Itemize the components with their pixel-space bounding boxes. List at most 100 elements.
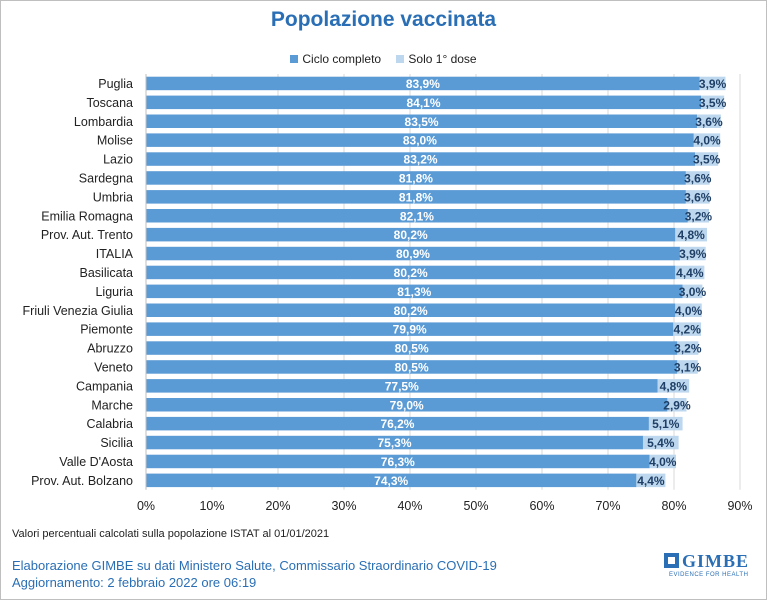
data-label-solo-prima-dose: 3,6% <box>695 115 723 129</box>
bar-ciclo-completo <box>146 265 676 280</box>
data-label-ciclo-completo: 81,8% <box>399 190 433 204</box>
x-tick-label: 40% <box>397 499 422 513</box>
data-label-ciclo-completo: 80,2% <box>394 266 428 280</box>
data-label-ciclo-completo: 80,9% <box>396 247 430 261</box>
bar-solo-prima-dose <box>677 360 698 374</box>
bar-solo-prima-dose <box>701 95 725 110</box>
data-label-ciclo-completo: 76,2% <box>380 417 414 431</box>
data-label-ciclo-completo: 80,5% <box>395 360 429 374</box>
data-label-ciclo-completo: 77,5% <box>385 379 419 393</box>
x-tick-label: 10% <box>199 499 224 513</box>
bar-solo-prima-dose <box>685 171 710 185</box>
data-label-solo-prima-dose: 4,2% <box>674 323 702 337</box>
category-label: Campania <box>76 379 133 393</box>
data-label-solo-prima-dose: 4,8% <box>677 228 705 242</box>
legend-swatch-ciclo-completo <box>290 55 299 63</box>
legend-label-ciclo-completo: Ciclo completo <box>302 52 382 66</box>
category-label: Emilia Romagna <box>41 209 133 223</box>
x-tick-label: 90% <box>727 499 752 513</box>
legend-swatch-solo-prima-dose <box>396 55 405 63</box>
bar-solo-prima-dose <box>675 303 702 317</box>
data-label-solo-prima-dose: 3,5% <box>699 96 727 110</box>
data-label-solo-prima-dose: 4,4% <box>676 266 704 280</box>
category-label: Sardegna <box>79 171 133 185</box>
data-label-ciclo-completo: 83,9% <box>406 77 440 91</box>
category-label: Calabria <box>86 417 133 431</box>
data-label-ciclo-completo: 84,1% <box>407 96 441 110</box>
data-label-solo-prima-dose: 2,9% <box>663 398 691 412</box>
data-label-solo-prima-dose: 3,0% <box>679 285 707 299</box>
x-tick-label: 70% <box>595 499 620 513</box>
data-label-solo-prima-dose: 3,5% <box>693 153 721 167</box>
category-label: Sicilia <box>100 436 133 450</box>
bar-ciclo-completo <box>146 473 637 488</box>
bar-solo-prima-dose <box>636 473 666 488</box>
bar-ciclo-completo <box>146 114 698 128</box>
bar-solo-prima-dose <box>685 190 710 204</box>
category-label: Friuli Venezia Giulia <box>23 304 134 318</box>
data-label-solo-prima-dose: 4,0% <box>649 455 677 469</box>
bar-ciclo-completo <box>146 416 649 431</box>
gimbe-logo-icon <box>664 553 679 568</box>
bar-ciclo-completo <box>146 95 702 110</box>
category-label: Piemonte <box>80 323 133 337</box>
category-label: Valle D'Aosta <box>59 455 133 469</box>
credit-updated: Aggiornamento: 2 febbraio 2022 ore 06:19 <box>12 575 257 590</box>
category-label: Liguria <box>95 285 133 299</box>
category-label: Veneto <box>94 360 133 374</box>
data-label-solo-prima-dose: 4,0% <box>693 134 721 148</box>
bar-solo-prima-dose <box>695 152 719 166</box>
chart-title: Popolazione vaccinata <box>270 8 497 31</box>
data-label-ciclo-completo: 76,3% <box>381 455 415 469</box>
bar-solo-prima-dose <box>682 284 703 299</box>
footnote: Valori percentuali calcolati sulla popol… <box>12 528 330 540</box>
bar-ciclo-completo <box>146 341 678 355</box>
bar-ciclo-completo <box>146 284 683 299</box>
data-label-solo-prima-dose: 3,2% <box>685 209 713 223</box>
data-label-ciclo-completo: 79,9% <box>393 323 427 337</box>
x-tick-label: 80% <box>661 499 686 513</box>
data-label-ciclo-completo: 74,3% <box>374 474 408 488</box>
bar-ciclo-completo <box>146 398 668 412</box>
data-label-ciclo-completo: 81,3% <box>397 285 431 299</box>
data-label-solo-prima-dose: 4,8% <box>660 379 688 393</box>
bar-solo-prima-dose <box>673 322 702 336</box>
bar-ciclo-completo <box>146 171 686 185</box>
bar-ciclo-completo <box>146 379 658 393</box>
x-tick-label: 20% <box>265 499 290 513</box>
data-label-solo-prima-dose: 4,0% <box>675 304 703 318</box>
x-tick-label: 30% <box>331 499 356 513</box>
bar-ciclo-completo <box>146 133 694 147</box>
data-label-ciclo-completo: 80,5% <box>395 342 429 356</box>
legend-label-solo-prima-dose: Solo 1° dose <box>408 52 477 66</box>
bar-solo-prima-dose <box>667 398 687 412</box>
data-label-ciclo-completo: 80,2% <box>394 228 428 242</box>
category-label: Basilicata <box>80 266 134 280</box>
data-label-solo-prima-dose: 4,4% <box>637 474 665 488</box>
category-label: Prov. Aut. Trento <box>41 228 133 242</box>
x-tick-label: 50% <box>463 499 488 513</box>
bar-solo-prima-dose <box>675 265 705 280</box>
bar-ciclo-completo <box>146 209 688 223</box>
data-label-ciclo-completo: 83,0% <box>403 134 437 148</box>
bar-solo-prima-dose <box>687 209 709 223</box>
data-label-solo-prima-dose: 5,1% <box>652 417 680 431</box>
data-label-solo-prima-dose: 3,9% <box>679 247 707 261</box>
data-label-solo-prima-dose: 3,6% <box>684 171 712 185</box>
bar-ciclo-completo <box>146 190 686 204</box>
data-label-solo-prima-dose: 3,6% <box>684 190 712 204</box>
bar-ciclo-completo <box>146 360 678 374</box>
bar-ciclo-completo <box>146 76 700 91</box>
data-label-solo-prima-dose: 5,4% <box>647 436 675 450</box>
bar-solo-prima-dose <box>697 114 721 128</box>
bar-solo-prima-dose <box>677 341 699 355</box>
data-label-ciclo-completo: 79,0% <box>390 398 424 412</box>
category-label: Molise <box>97 134 133 148</box>
data-label-ciclo-completo: 80,2% <box>394 304 428 318</box>
bar-solo-prima-dose <box>679 246 706 261</box>
bar-solo-prima-dose <box>657 379 690 393</box>
bar-ciclo-completo <box>146 303 676 317</box>
bar-ciclo-completo <box>146 246 680 261</box>
data-label-ciclo-completo: 75,3% <box>377 436 411 450</box>
